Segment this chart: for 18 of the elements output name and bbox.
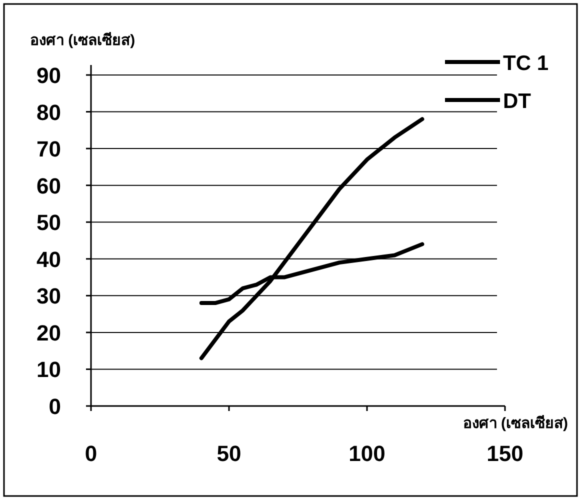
legend-label: DT [503,90,532,113]
legend-label: TC 1 [503,52,549,75]
y-tick-label: 80 [36,100,61,125]
x-tick-label: 100 [348,441,386,466]
y-axis-title: องศา (เซลเซียส) [30,32,136,49]
y-tick-label: 20 [36,320,61,346]
y-tick-label: 90 [36,63,61,88]
y-tick-label: 10 [36,357,61,382]
y-tick-label: 30 [36,284,61,309]
x-tick-label: 50 [216,441,242,466]
y-tick-label: 0 [48,394,61,419]
y-tick-label: 70 [36,136,61,162]
y-tick-label: 50 [36,210,61,236]
y-tick-label: 40 [36,246,61,272]
y-tick-label: 60 [36,173,61,198]
x-tick-label: 0 [84,441,98,466]
x-tick-label: 150 [486,441,524,466]
x-axis-title: องศา (เซลเซียส) [462,415,568,432]
